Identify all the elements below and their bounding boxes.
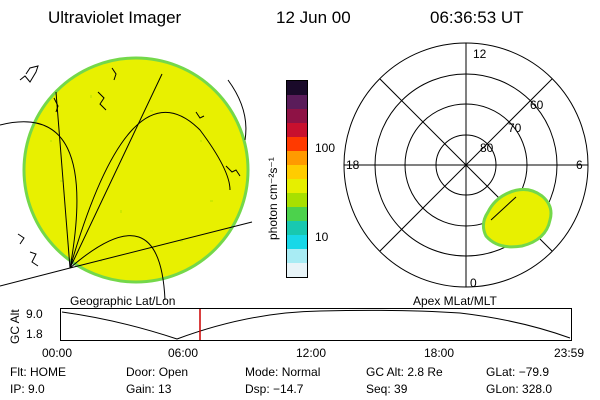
time-tick-1800: 18:00 [424, 346, 455, 360]
colorbar-segment [287, 95, 307, 109]
altitude-ylabel: GC Alt [8, 309, 22, 344]
colorbar-segment [287, 235, 307, 249]
colorbar-tick-100: 100 [315, 141, 336, 155]
coastlines [17, 65, 241, 267]
status-flt: Flt: HOME [10, 365, 67, 379]
status-mode: Mode: Normal [245, 365, 321, 379]
colorbar-segment [287, 263, 307, 277]
time-tick-2359: 23:59 [554, 346, 585, 360]
status-seq: Seq: 39 [366, 382, 408, 396]
status-ip: IP: 9.0 [10, 382, 45, 396]
colorbar-segment [287, 165, 307, 179]
colorbar-segment [287, 221, 307, 235]
polar-plot: 12 18 6 0 60 70 80 [343, 42, 589, 290]
altitude-ytick-high: 9.0 [26, 307, 43, 321]
altitude-ytick-low: 1.8 [26, 327, 43, 341]
colorbar-tick-10: 10 [315, 230, 329, 244]
colorbar-segment [287, 151, 307, 165]
auroral-disk [22, 56, 250, 284]
mlt-label-6: 6 [576, 158, 583, 172]
geographic-map [0, 56, 253, 300]
status-door: Door: Open [126, 365, 189, 379]
date-label: 12 Jun 00 [276, 8, 351, 27]
colorbar-segment [287, 179, 307, 193]
mlt-label-0: 0 [470, 276, 477, 290]
status-glon: GLon: 328.0 [486, 382, 553, 396]
time-label: 06:36:53 UT [430, 8, 524, 27]
lat-label-80: 80 [480, 141, 494, 155]
lat-label-70: 70 [508, 121, 522, 135]
colorbar-segment [287, 249, 307, 263]
colorbar-segment [287, 123, 307, 137]
altitude-curve [61, 309, 571, 340]
instrument-title: Ultraviolet Imager [48, 8, 182, 27]
polar-panel-label: Apex MLat/MLT [413, 294, 497, 308]
geo-grid-lines [0, 73, 253, 300]
time-tick-1200: 12:00 [296, 346, 327, 360]
auroral-blob [481, 188, 553, 249]
colorbar-segment [287, 81, 307, 95]
mlt-label-18: 18 [346, 158, 360, 172]
polar-line-diag2 [379, 78, 553, 252]
status-gc-alt: GC Alt: 2.8 Re [366, 365, 443, 379]
colorbar-segment [287, 193, 307, 207]
time-tick-0600: 06:00 [168, 346, 199, 360]
status-glat: GLat: −79.9 [486, 365, 550, 379]
status-gain: Gain: 13 [126, 382, 172, 396]
colorbar-segment [287, 207, 307, 221]
lat-label-60: 60 [530, 98, 544, 112]
colorbar-segment [287, 137, 307, 151]
colorbar-unit-label: photon cm⁻²s⁻¹ [266, 157, 280, 240]
altitude-plot [60, 308, 572, 341]
time-tick-0000: 00:00 [42, 346, 73, 360]
colorbar [286, 80, 308, 278]
geo-panel-label: Geographic Lat/Lon [70, 294, 176, 308]
mlt-label-12: 12 [473, 47, 487, 61]
colorbar-segment [287, 109, 307, 123]
status-dsp: Dsp: −14.7 [245, 382, 304, 396]
